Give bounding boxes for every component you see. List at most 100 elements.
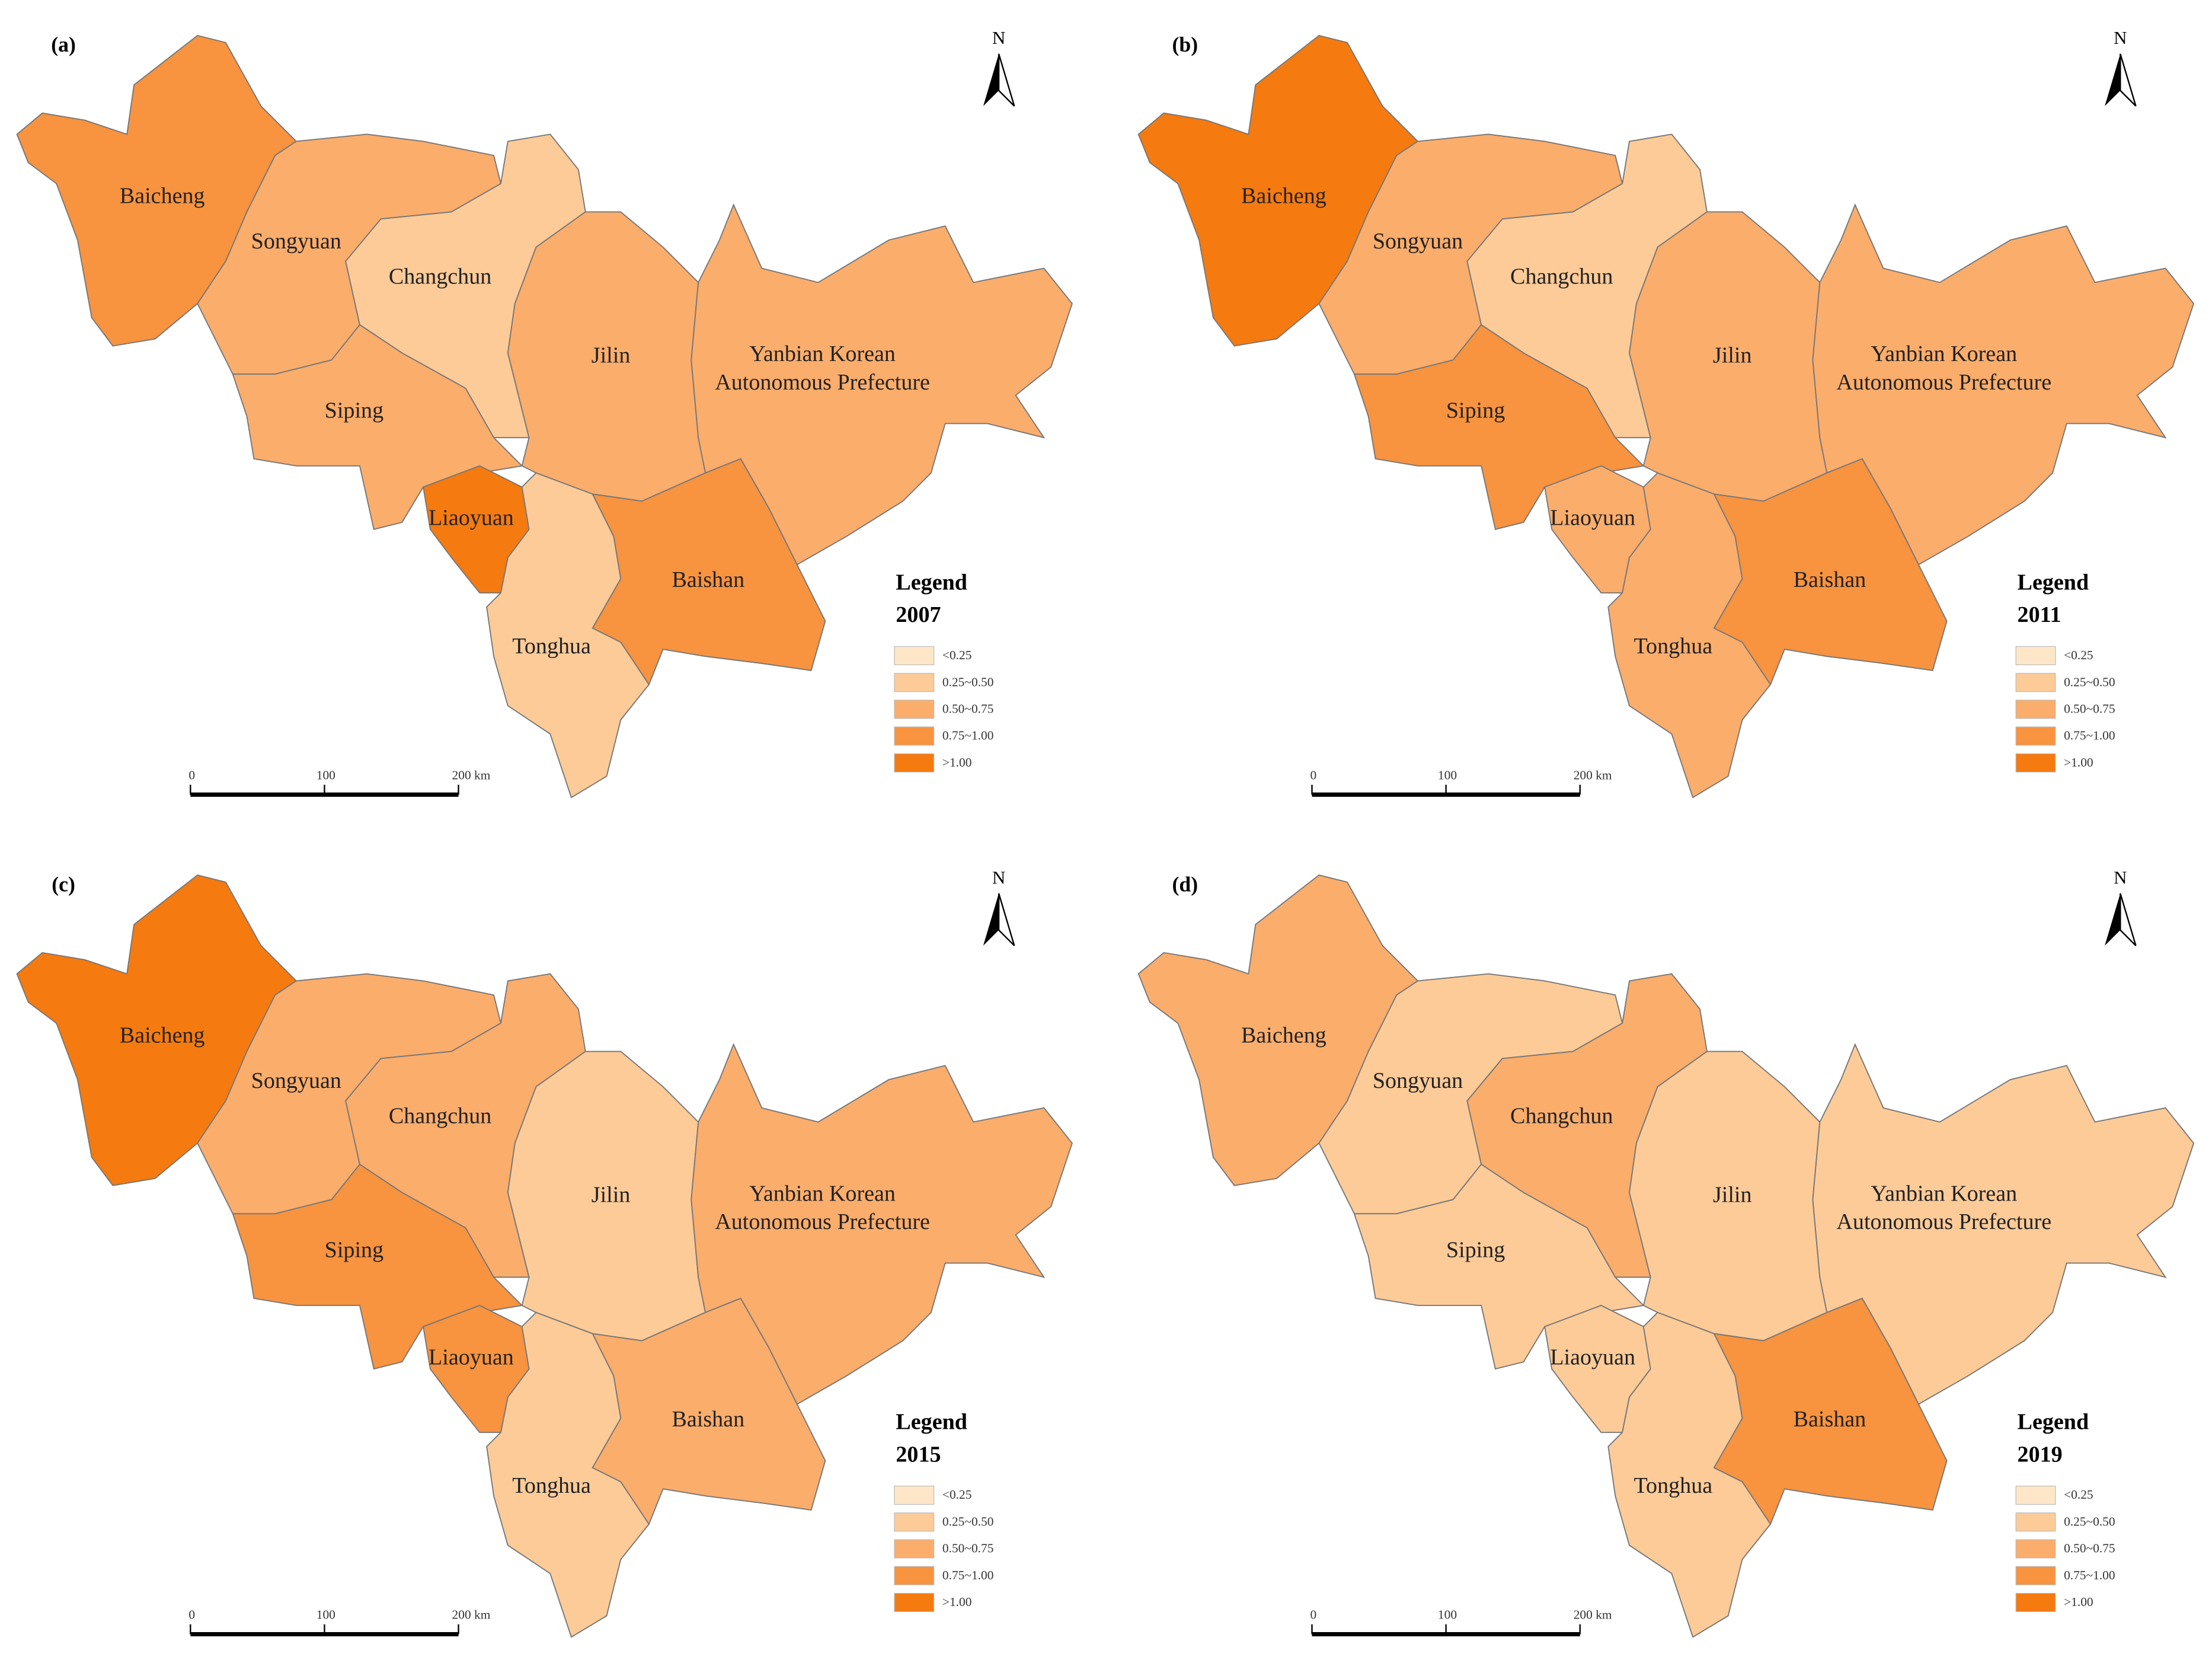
legend-swatch — [894, 1539, 935, 1559]
legend-swatch — [2015, 726, 2056, 746]
region-label-line: Tonghua — [1634, 1473, 1712, 1498]
region-label-line: Baishan — [672, 1407, 744, 1432]
legend-label: <0.25 — [942, 1487, 972, 1502]
region-label-line: Jilin — [592, 1182, 631, 1207]
region-label: Songyuan — [1373, 1068, 1463, 1093]
region-label: Changchun — [1510, 1103, 1613, 1128]
region-label-line: Jilin — [592, 343, 631, 368]
region-label-line: Songyuan — [251, 1068, 341, 1093]
legend-swatch — [894, 1566, 935, 1585]
legend-swatch — [2015, 1566, 2056, 1585]
legend-label: 0.25~0.50 — [2064, 675, 2115, 689]
panel-label: (d) — [1172, 872, 1198, 896]
legend-swatch — [894, 753, 935, 772]
legend-label: 0.25~0.50 — [942, 675, 994, 689]
scale-label: 200 km — [1574, 1608, 1612, 1622]
legend-title: Legend — [2018, 570, 2089, 595]
scale-label: 0 — [1310, 1608, 1317, 1622]
region-label: Liaoyuan — [1550, 1345, 1635, 1369]
region-label-line: Yanbian Korean — [1871, 1181, 2017, 1206]
region — [1607, 472, 1772, 799]
legend-swatch — [2015, 1592, 2056, 1613]
region-label-line: Tonghua — [512, 1473, 591, 1498]
legend-year: 2011 — [2018, 602, 2061, 627]
region-label: Baicheng — [1241, 1023, 1326, 1048]
region-label-line: Baicheng — [120, 183, 205, 208]
region-label: Baicheng — [120, 1023, 205, 1048]
region-label: Baishan — [1794, 1407, 1866, 1432]
north-label: N — [2114, 867, 2127, 887]
region-label: Tonghua — [1634, 634, 1712, 659]
region-label: Siping — [1446, 1237, 1505, 1262]
legend-swatch — [2015, 646, 2056, 666]
legend-label: 0.50~0.75 — [2064, 701, 2115, 716]
region-label: Liaoyuan — [429, 1345, 514, 1369]
legend-label: <0.25 — [942, 648, 972, 662]
region-label: Jilin — [592, 343, 631, 368]
region-label-line: Changchun — [1510, 264, 1613, 289]
region-label-line: Baicheng — [1241, 183, 1326, 208]
legend-label: 0.50~0.75 — [2064, 1541, 2115, 1556]
region — [486, 1311, 650, 1638]
legend-swatch — [2015, 1486, 2056, 1505]
region-label: Yanbian Korean Autonomous Prefecture — [1836, 341, 2051, 395]
scale-label: 0 — [188, 1608, 195, 1622]
legend-label: 0.75~1.00 — [942, 1568, 994, 1582]
legend-swatch — [2015, 700, 2056, 719]
legend-swatch — [2015, 1512, 2056, 1532]
legend-label: 0.75~1.00 — [942, 729, 994, 743]
legend-year: 2019 — [2018, 1442, 2063, 1467]
region-label: Changchun — [389, 264, 491, 289]
region-label: Changchun — [389, 1103, 491, 1128]
panel-label: (c) — [52, 872, 75, 896]
region-label: Jilin — [1713, 1182, 1752, 1207]
north-label: N — [2114, 27, 2127, 48]
region-label: Yanbian Korean Autonomous Prefecture — [1836, 1181, 2051, 1234]
scale-label: 100 — [1438, 1608, 1457, 1622]
legend-label: 0.25~0.50 — [942, 1514, 994, 1528]
region-label-line: Yanbian Korean — [749, 341, 896, 366]
scale-label: 0 — [188, 768, 195, 782]
legend-label: 0.50~0.75 — [942, 1541, 994, 1556]
region-label-line: Liaoyuan — [1550, 505, 1635, 530]
legend-swatch — [894, 1512, 935, 1532]
region-label: Songyuan — [251, 228, 341, 253]
region-label: Baicheng — [120, 183, 205, 208]
region-label-line: Baishan — [1794, 1407, 1866, 1432]
scale-label: 200 km — [1574, 768, 1612, 782]
region-label-line: Baishan — [1794, 567, 1866, 592]
scale-label: 200 km — [452, 1608, 491, 1622]
region-label-line: Baicheng — [1241, 1023, 1326, 1048]
region-label: Tonghua — [1634, 1473, 1712, 1498]
region-label: Siping — [325, 1237, 383, 1262]
region-label: Siping — [1446, 398, 1505, 423]
region-label: Tonghua — [512, 1473, 591, 1498]
region-label: Changchun — [1510, 264, 1613, 289]
legend-swatch — [894, 673, 935, 692]
north-arrow — [983, 53, 999, 106]
legend-swatch — [894, 700, 935, 719]
legend-label: >1.00 — [942, 755, 972, 770]
legend-label: >1.00 — [942, 1595, 972, 1609]
region-label-line: Autonomous Prefecture — [1836, 1209, 2051, 1234]
legend-swatch — [894, 1592, 935, 1613]
region-label-line: Songyuan — [1373, 228, 1463, 253]
legend-title: Legend — [2018, 1410, 2089, 1435]
north-arrow — [998, 53, 1015, 107]
region-label: Songyuan — [1373, 228, 1463, 253]
region-label: Jilin — [592, 1182, 631, 1207]
legend-label: <0.25 — [2064, 648, 2093, 662]
region-label-line: Autonomous Prefecture — [715, 1209, 930, 1234]
scale-label: 100 — [1438, 768, 1457, 782]
region-label-line: Siping — [325, 1237, 383, 1262]
region-label: Jilin — [1713, 343, 1752, 368]
region-label-line: Liaoyuan — [429, 505, 514, 530]
region-label-line: Jilin — [1713, 1182, 1752, 1207]
legend-swatch — [2015, 1539, 2056, 1559]
legend-swatch — [2015, 673, 2056, 692]
legend-label: 0.75~1.00 — [2064, 1568, 2115, 1582]
north-label: N — [992, 867, 1005, 887]
region-label-line: Yanbian Korean — [749, 1181, 896, 1206]
region-label: Baicheng — [1241, 183, 1326, 208]
north-arrow — [2120, 53, 2137, 107]
